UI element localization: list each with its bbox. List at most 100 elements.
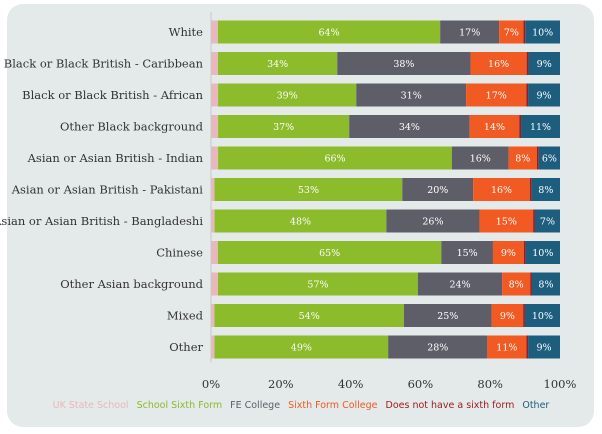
- data-label: 16%: [491, 185, 512, 196]
- data-label: 38%: [393, 59, 414, 70]
- bar-segment: [211, 335, 215, 359]
- stacked-bar-chart: White Black or Black British - Caribbean B…: [0, 12, 577, 391]
- bar-segment: [211, 209, 215, 233]
- bar-segment: [337, 52, 471, 75]
- bar-segment: [217, 20, 441, 44]
- bar-segment: [440, 20, 500, 44]
- data-label: 66%: [324, 154, 345, 165]
- x-tick-label: 60%: [408, 377, 434, 391]
- bar-segment: [402, 178, 474, 201]
- x-tick-label: 80%: [477, 377, 503, 391]
- bar-segment: [218, 115, 350, 138]
- data-label: 34%: [267, 59, 288, 70]
- category-label: Black or Black British - Caribbean: [4, 57, 204, 71]
- data-label: 9%: [537, 59, 552, 70]
- data-label: 8%: [538, 280, 553, 291]
- bar-segment: [492, 241, 524, 264]
- x-tick-label: 40%: [338, 377, 364, 391]
- data-label: 17%: [486, 91, 507, 102]
- legend-entry: UK State School: [52, 400, 129, 411]
- bar-segment: [218, 83, 357, 107]
- bar-segment: [502, 272, 531, 296]
- data-label: 16%: [488, 59, 509, 70]
- bar-segment: [487, 335, 527, 359]
- bar-segment: [217, 241, 442, 264]
- bar-segment: [469, 115, 520, 138]
- x-tick-label: 100%: [544, 377, 577, 391]
- category-label: Other: [169, 340, 203, 354]
- data-label: 57%: [307, 280, 328, 291]
- bar-segment: [519, 115, 522, 138]
- data-label: 34%: [399, 122, 420, 133]
- data-label: 28%: [427, 343, 448, 354]
- bar-segment: [211, 241, 218, 264]
- bar-segment: [531, 272, 560, 296]
- data-label: 48%: [290, 217, 311, 228]
- data-label: 16%: [470, 154, 491, 165]
- category-label: Asian or Asian British - Indian: [27, 151, 204, 165]
- data-label: 64%: [319, 28, 340, 39]
- data-label: 53%: [298, 185, 319, 196]
- data-label: 10%: [532, 311, 553, 322]
- bar-segment: [526, 335, 529, 359]
- bar-segment: [534, 209, 560, 233]
- legend-entry: Sixth Form College: [288, 400, 378, 411]
- bar-segment: [538, 146, 560, 170]
- legend-entry: School Sixth Form: [136, 400, 223, 411]
- legend-entry: FE College: [230, 400, 281, 411]
- bar-segment: [466, 83, 527, 107]
- category-label: Other Black background: [60, 120, 204, 134]
- data-label: 11%: [530, 122, 551, 133]
- data-label: 37%: [273, 122, 294, 133]
- x-tick-label: 20%: [268, 377, 294, 391]
- bar-segment: [525, 241, 560, 264]
- bar-segment: [470, 52, 527, 75]
- bar-segment: [536, 146, 539, 170]
- data-label: 39%: [277, 91, 298, 102]
- bar-segment: [218, 52, 338, 75]
- category-label: Mixed: [167, 309, 204, 323]
- bar-segment: [441, 241, 493, 264]
- bar-segment: [508, 146, 537, 170]
- bar-segment: [526, 83, 529, 107]
- bar-segment: [531, 178, 560, 201]
- data-label: 31%: [401, 91, 422, 102]
- bar-segment: [523, 304, 525, 327]
- bar-segment: [533, 209, 535, 233]
- bar-segment: [451, 146, 509, 170]
- category-label: Black or Black British - African: [22, 88, 203, 102]
- bar-segment: [479, 209, 534, 233]
- bar-segment: [523, 241, 526, 264]
- bar-segment: [491, 304, 524, 327]
- data-label: 65%: [319, 248, 340, 259]
- bar-segment: [211, 272, 219, 296]
- data-label: 8%: [538, 185, 553, 196]
- data-label: 17%: [459, 28, 480, 39]
- bar-segment: [528, 335, 560, 359]
- data-label: 20%: [427, 185, 448, 196]
- bar-segment: [214, 304, 404, 327]
- bar-segment: [211, 304, 215, 327]
- bar-segment: [356, 83, 467, 107]
- bar-segment: [211, 178, 215, 201]
- legend-entry: Other: [522, 400, 550, 411]
- bar-segment: [526, 52, 529, 75]
- bar-segment: [211, 83, 219, 107]
- category-label: White: [169, 25, 204, 39]
- bar-segment: [211, 115, 219, 138]
- data-label: 49%: [291, 343, 312, 354]
- legend-entry: Does not have a sixth form: [385, 400, 515, 411]
- bar-segment: [218, 272, 418, 296]
- data-label: 14%: [484, 122, 505, 133]
- data-label: 26%: [422, 217, 443, 228]
- bar-segment: [386, 209, 480, 233]
- bar-segment: [388, 335, 488, 359]
- bar-segment: [214, 209, 387, 233]
- bar-segment: [417, 272, 503, 296]
- bar-segment: [524, 304, 560, 327]
- bar-segment: [473, 178, 530, 201]
- category-label: Asian or Asian British - Bangladeshi: [0, 214, 203, 228]
- data-label: 7%: [540, 217, 555, 228]
- data-label: 24%: [449, 280, 470, 291]
- bar-segment: [403, 304, 492, 327]
